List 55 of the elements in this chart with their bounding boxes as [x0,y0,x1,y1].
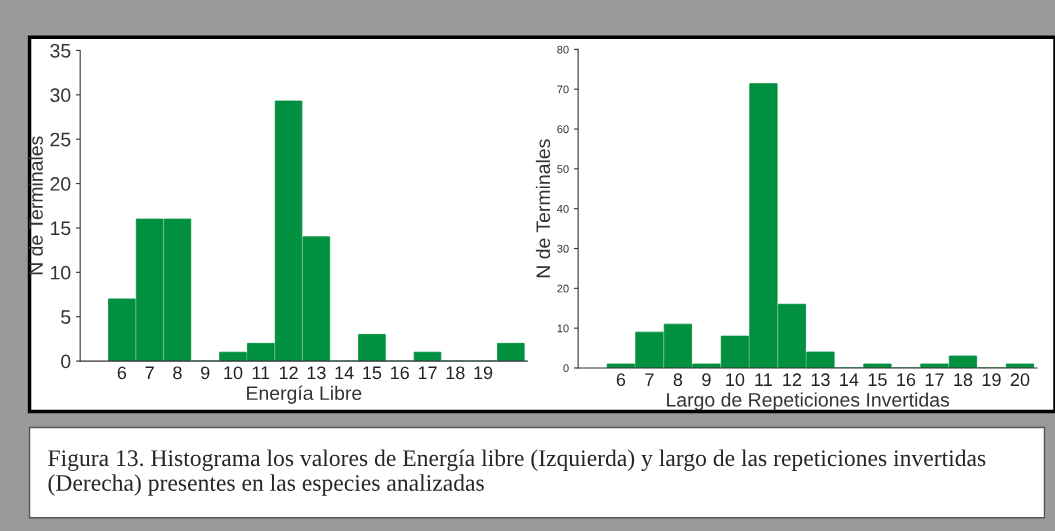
x-tick-label: 14 [840,373,859,386]
y-tick-label: 30 [557,244,569,253]
y-tick-label: 15 [51,221,71,236]
x-tick-label: 7 [145,366,154,380]
y-tick-label: 25 [50,132,71,147]
x-axis-title: Largo de Repeticiones Invertidas [667,392,950,411]
x-tick-label: 18 [446,366,465,380]
bar [358,334,386,362]
x-tick-label: 11 [252,366,270,380]
x-tick-label: 14 [335,366,354,380]
y-tick-label: 10 [51,265,71,280]
x-tick-label: 8 [173,366,182,380]
y-tick-label: 10 [557,324,569,333]
y-tick-label: 70 [557,85,569,94]
x-tick-label: 16 [897,373,916,387]
bar [863,363,892,368]
x-tick-label: 16 [391,366,409,380]
x-tick-label: 17 [418,366,437,380]
y-tick-label: 30 [50,88,71,103]
y-tick-label: 0 [61,354,71,369]
y-tick-label: 50 [557,165,569,173]
x-tick-label: 13 [811,373,830,387]
x-tick-label: 12 [783,373,802,386]
bar [497,342,525,362]
y-tick-label: 40 [557,204,569,213]
bar [1005,363,1035,368]
x-tick-label: 13 [307,366,326,380]
x-tick-label: 10 [726,373,745,387]
x-tick-label: 11 [755,373,772,386]
x-tick-label: 19 [982,373,1001,387]
x-tick-label: 9 [201,366,210,380]
x-tick-label: 6 [117,366,127,380]
x-tick-label: 15 [868,373,887,387]
x-tick-label: 15 [363,366,382,380]
x-tick-label: 19 [474,366,493,380]
x-tick-label: 20 [1010,373,1030,387]
y-tick-label: 5 [61,310,71,324]
x-tick-label: 8 [673,373,683,387]
y-tick-label: 20 [50,177,71,191]
x-tick-label: 17 [925,373,944,386]
x-tick-label: 12 [279,366,298,380]
text: Figura 13. Histograma los valores de Energía libre (Izquierda) y largo de las repeticiones invertidas (Derecha) presentes en las especies analizadas [48,449,986,496]
y-tick-label: 60 [557,125,569,134]
x-tick-label: 7 [645,373,654,386]
x-tick-label: 10 [224,366,243,380]
y-tick-label: 0 [563,364,569,373]
x-tick-label: 6 [616,373,626,387]
y-axis-title: N de Terminales [28,136,43,275]
x-tick-label: 9 [702,373,711,387]
y-tick-label: 20 [557,284,569,293]
y-axis-title: N de Terminales [535,139,551,278]
x-axis-title: Energía Libre [247,385,362,404]
y-tick-label: 80 [557,45,569,54]
x-tick-label: 18 [954,373,973,387]
y-tick-label: 35 [50,43,71,58]
